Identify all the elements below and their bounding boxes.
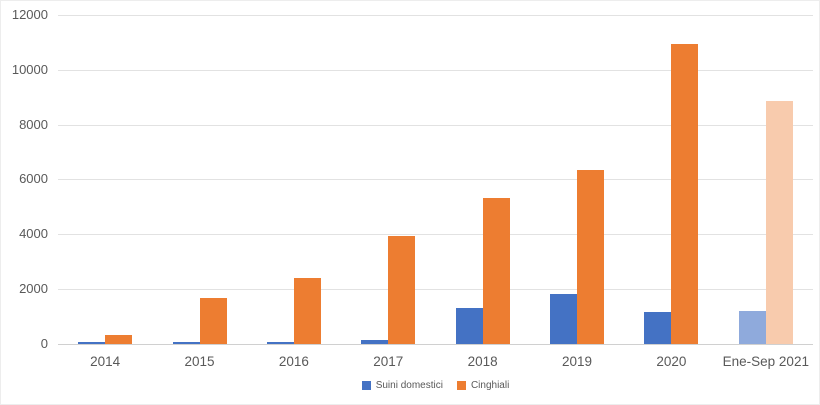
- x-axis-category-label: 2020: [656, 354, 687, 369]
- bar-suini-domestici-2016: [266, 341, 294, 344]
- bar-cinghiali-ene-sep-2021: [765, 100, 793, 344]
- x-axis-category-label: 2017: [373, 354, 404, 369]
- bar-cinghiali-2014: [105, 335, 133, 344]
- bar-suini-domestici-2014: [78, 342, 106, 344]
- bar-suini-domestici-ene-sep-2021: [738, 311, 766, 344]
- x-axis-category-label: 2015: [184, 354, 215, 369]
- bar-suini-domestici-2015: [172, 342, 200, 344]
- gridline-12000: [58, 15, 813, 16]
- legend-label: Suini domestici: [375, 380, 443, 391]
- legend-item-cinghiali: Cinghiali: [456, 380, 510, 391]
- legend-marker-suini-domestici: [361, 381, 371, 390]
- gridline-4000: [58, 234, 813, 235]
- x-axis-category-label: 2018: [467, 354, 498, 369]
- x-axis-category-label: 2016: [278, 354, 309, 369]
- x-axis-line: [58, 344, 813, 345]
- y-axis-tick-label: 10000: [11, 62, 48, 77]
- gridline-10000: [58, 70, 813, 71]
- x-axis: 2014 2015 2016 2017 2018 2019 2020 Ene-S…: [58, 354, 813, 369]
- bar-cinghiali-2015: [199, 298, 227, 344]
- x-axis-category-label: 2019: [562, 354, 593, 369]
- y-axis-tick-label: 6000: [19, 171, 48, 186]
- bar-cinghiali-2018: [482, 197, 510, 344]
- y-axis-tick-label: 2000: [19, 281, 48, 296]
- bar-cinghiali-2016: [293, 278, 321, 344]
- bar-cinghiali-2019: [577, 169, 605, 344]
- gridline-2000: [58, 289, 813, 290]
- gridline-8000: [58, 125, 813, 126]
- bar-cinghiali-2020: [671, 44, 699, 344]
- y-axis-tick-label: 12000: [11, 7, 48, 22]
- y-axis-tick-label: 0: [40, 336, 48, 351]
- bar-suini-domestici-2018: [455, 307, 483, 344]
- legend: Suini domestici Cinghiali: [58, 380, 813, 391]
- legend-item-suini-domestici: Suini domestici: [361, 380, 443, 391]
- x-axis-category-label: 2014: [90, 354, 121, 369]
- bar-cinghiali-2017: [388, 236, 416, 344]
- bar-suini-domestici-2017: [361, 340, 389, 344]
- legend-marker-cinghiali: [456, 381, 466, 390]
- legend-label: Cinghiali: [470, 380, 510, 391]
- bar-suini-domestici-2019: [550, 294, 578, 344]
- y-axis-tick-label: 4000: [19, 226, 48, 241]
- x-axis-category-label: Ene-Sep 2021: [722, 354, 809, 369]
- y-axis-tick-label: 8000: [19, 117, 48, 132]
- bar-suini-domestici-2020: [644, 311, 672, 344]
- gridline-6000: [58, 179, 813, 180]
